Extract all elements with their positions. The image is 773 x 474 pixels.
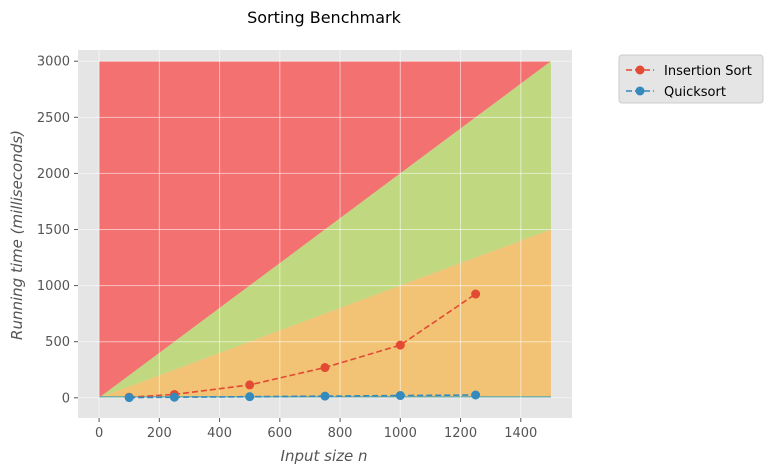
legend-marker: [635, 86, 645, 96]
data-series: [124, 289, 481, 403]
chart-title: Sorting Benchmark: [247, 8, 401, 27]
x-tick-label: 1200: [444, 426, 477, 441]
x-tick-label: 0: [95, 426, 103, 441]
series-point-1: [471, 390, 481, 400]
y-tick-label: 3000: [37, 55, 70, 70]
series-point-0: [245, 380, 255, 390]
series-point-1: [245, 392, 255, 402]
legend-label: Quicksort: [664, 85, 726, 100]
legend-label: Insertion Sort: [664, 64, 752, 79]
y-axis-ticks: 0 500 1000 1500 2000 2500 3000: [37, 55, 78, 406]
x-tick-label: 800: [328, 426, 353, 441]
x-tick-label: 200: [147, 426, 172, 441]
x-tick-label: 1000: [384, 426, 417, 441]
series-point-0: [395, 340, 405, 350]
x-tick-label: 1400: [504, 426, 537, 441]
x-axis-label: Input size n: [281, 447, 368, 465]
y-tick-label: 1500: [37, 223, 70, 238]
x-tick-label: 600: [267, 426, 292, 441]
series-point-0: [471, 289, 481, 299]
x-tick-label: 400: [207, 426, 232, 441]
series-point-1: [395, 391, 405, 401]
series-point-1: [320, 391, 330, 401]
y-tick-label: 0: [62, 391, 70, 406]
legend-marker: [635, 65, 645, 75]
legend-entries: Insertion Sort Quicksort: [626, 64, 752, 100]
x-axis-ticks: 0 200 400 600 800 1000 1200 1400: [95, 418, 537, 441]
series-line-1: [129, 394, 476, 399]
legend-box: [618, 54, 764, 104]
series-point-1: [169, 392, 179, 402]
series-line-0: [129, 293, 477, 399]
y-axis-label: Running time (milliseconds): [8, 130, 26, 340]
y-tick-label: 2500: [37, 111, 70, 126]
series-point-1: [124, 393, 134, 403]
y-tick-label: 2000: [37, 167, 70, 182]
y-tick-label: 500: [45, 335, 70, 350]
y-tick-label: 1000: [37, 279, 70, 294]
series-point-0: [320, 363, 330, 373]
gridlines: [78, 50, 572, 418]
orange-region: [99, 229, 551, 398]
legend: Insertion Sort Quicksort: [618, 54, 764, 104]
